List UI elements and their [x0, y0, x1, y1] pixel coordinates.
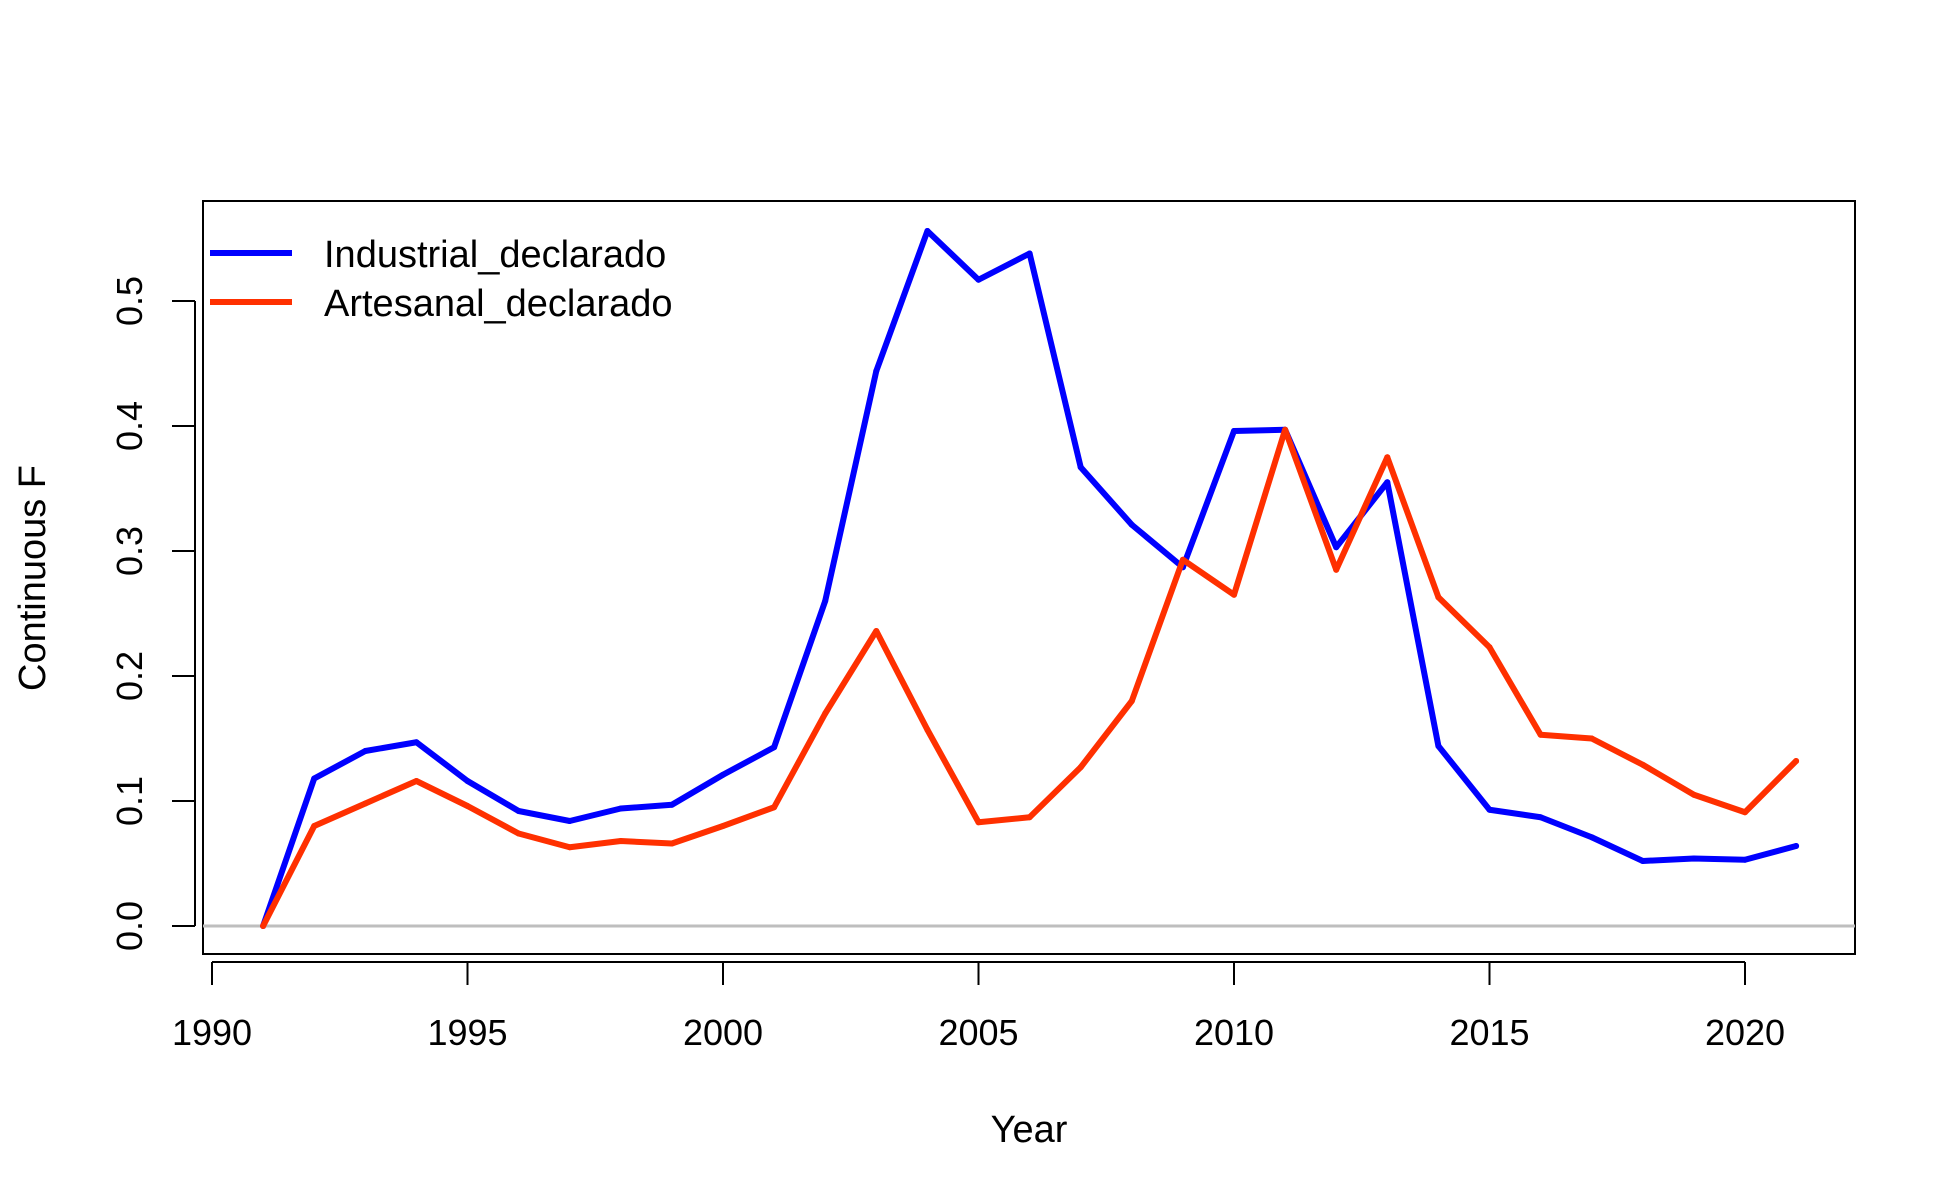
data-point-industrial-declarado-2007	[1077, 464, 1084, 471]
data-point-artesanal-declarado-1999	[668, 840, 675, 847]
x-axis-title: Year	[991, 1109, 1068, 1151]
legend: Industrial_declarado Artesanal_declarado	[210, 234, 673, 325]
data-point-artesanal-declarado-2000	[720, 823, 726, 829]
data-point-industrial-declarado-2018	[1639, 858, 1646, 864]
data-point-industrial-declarado-2021	[1793, 843, 1800, 849]
data-point-industrial-declarado-2002	[822, 598, 829, 604]
data-point-industrial-declarado-2010	[1231, 428, 1237, 434]
data-point-industrial-declarado-2001	[771, 744, 778, 751]
data-point-industrial-declarado-2006	[1026, 250, 1033, 257]
data-point-artesanal-declarado-2009	[1179, 556, 1186, 563]
legend-label-industrial: Industrial_declarado	[324, 234, 666, 276]
data-point-industrial-declarado-2000	[720, 771, 726, 778]
data-point-industrial-declarado-2015	[1486, 806, 1493, 813]
series-layer	[260, 228, 1800, 929]
data-point-artesanal-declarado-2006	[1026, 814, 1033, 821]
data-point-artesanal-declarado-1992	[311, 823, 318, 829]
data-point-artesanal-declarado-2020	[1742, 809, 1748, 816]
x-tick-label-2010: 2010	[1194, 1012, 1274, 1053]
data-point-industrial-declarado-1993	[362, 748, 369, 754]
x-tick-label-2000: 2000	[683, 1012, 763, 1053]
data-point-industrial-declarado-1998	[617, 805, 624, 812]
data-point-artesanal-declarado-2016	[1537, 731, 1544, 738]
data-point-artesanal-declarado-2007	[1077, 764, 1084, 771]
x-tick-label-1995: 1995	[427, 1012, 507, 1053]
x-tick-label-2020: 2020	[1705, 1012, 1785, 1053]
data-point-artesanal-declarado-1993	[362, 800, 369, 807]
data-point-industrial-declarado-2016	[1537, 814, 1544, 821]
data-point-artesanal-declarado-2008	[1128, 698, 1135, 704]
data-point-industrial-declarado-2017	[1588, 834, 1595, 841]
data-point-industrial-declarado-2014	[1435, 743, 1442, 749]
y-tick-label-0.5: 0.5	[109, 276, 150, 326]
y-tick-label-0.1: 0.1	[109, 776, 150, 826]
data-point-artesanal-declarado-2019	[1690, 791, 1697, 798]
data-point-artesanal-declarado-1998	[617, 838, 624, 844]
data-point-artesanal-declarado-2003	[873, 628, 880, 634]
series-line-artesanal-declarado	[260, 426, 1800, 929]
data-point-industrial-declarado-2013	[1384, 479, 1391, 486]
y-tick-label-0.3: 0.3	[109, 526, 150, 576]
data-point-artesanal-declarado-2002	[822, 710, 829, 717]
y-tick-label-0.2: 0.2	[109, 651, 150, 701]
y-tick-label-0.0: 0.0	[109, 901, 150, 951]
data-point-industrial-declarado-2019	[1690, 855, 1697, 862]
plot-frame	[202, 200, 1856, 955]
data-point-artesanal-declarado-2012	[1333, 566, 1340, 573]
data-point-industrial-declarado-1996	[515, 808, 522, 814]
data-point-industrial-declarado-1997	[566, 818, 573, 824]
data-point-industrial-declarado-2008	[1128, 521, 1135, 528]
data-point-industrial-declarado-2012	[1333, 544, 1340, 551]
data-point-industrial-declarado-1999	[668, 801, 675, 808]
data-point-artesanal-declarado-1997	[566, 844, 573, 851]
y-tick-label-0.4: 0.4	[109, 401, 150, 451]
data-point-artesanal-declarado-1996	[515, 830, 522, 837]
data-point-industrial-declarado-1995	[464, 778, 471, 784]
data-point-artesanal-declarado-2018	[1639, 761, 1646, 768]
data-point-artesanal-declarado-2011	[1282, 426, 1289, 433]
data-point-industrial-declarado-2005	[975, 276, 982, 283]
y-axis-title: Continuous F	[12, 465, 54, 691]
data-point-artesanal-declarado-2014	[1435, 594, 1442, 601]
data-point-artesanal-declarado-2017	[1588, 735, 1595, 742]
x-axis: 1990 1995 2000 2005 2010 2015 2020	[172, 961, 1785, 1053]
data-point-artesanal-declarado-1994	[413, 778, 420, 784]
data-point-artesanal-declarado-2010	[1231, 591, 1237, 598]
data-point-industrial-declarado-2003	[873, 368, 880, 374]
data-point-industrial-declarado-1994	[413, 739, 420, 746]
data-point-industrial-declarado-1992	[311, 775, 318, 782]
data-point-artesanal-declarado-2004	[924, 726, 931, 733]
y-axis: 0.0 0.1 0.2 0.3 0.4 0.5	[109, 276, 196, 951]
data-point-artesanal-declarado-2005	[975, 819, 982, 826]
data-point-industrial-declarado-2004	[924, 228, 931, 234]
data-point-artesanal-declarado-1995	[464, 803, 471, 809]
data-point-artesanal-declarado-2001	[771, 804, 778, 811]
data-point-industrial-declarado-2020	[1742, 856, 1748, 863]
data-point-artesanal-declarado-1991	[260, 923, 267, 929]
data-point-artesanal-declarado-2015	[1486, 644, 1493, 651]
data-point-artesanal-declarado-2021	[1793, 758, 1800, 764]
x-tick-label-2015: 2015	[1449, 1012, 1529, 1053]
legend-label-artesanal: Artesanal_declarado	[324, 283, 673, 325]
x-tick-label-2005: 2005	[938, 1012, 1018, 1053]
x-tick-label-1990: 1990	[172, 1012, 252, 1053]
data-point-artesanal-declarado-2013	[1384, 454, 1391, 461]
